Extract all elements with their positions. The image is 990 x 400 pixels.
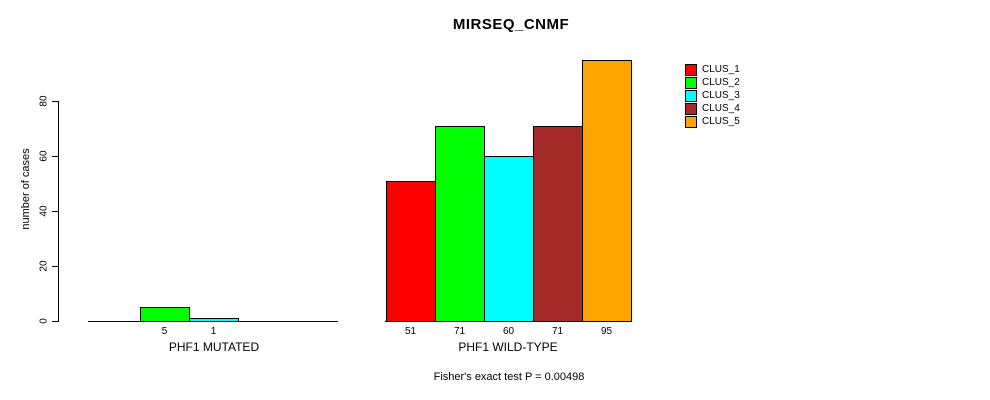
bar-value-label: 60 [502,326,515,337]
fisher-test-annotation: Fisher's exact test P = 0.00498 [433,371,585,383]
bar-value-label: 71 [453,326,466,337]
legend-entry-clus-4: CLUS_4 [685,103,740,115]
legend-swatch-clus-5 [685,116,697,128]
chart-title: MIRSEQ_CNMF [452,16,570,33]
legend-swatch-clus-2 [685,77,697,89]
legend-entry-clus-2: CLUS_2 [685,77,740,89]
legend-label: CLUS_3 [702,90,740,101]
bar-value-label: 71 [551,326,564,337]
bar-clus-2-phf1-mutated [140,307,190,322]
x-axis-baseline [385,321,632,322]
category-label-phf1-mutated: PHF1 MUTATED [168,340,260,354]
legend-label: CLUS_4 [702,103,740,114]
bar-value-label: 95 [600,326,613,337]
legend-swatch-clus-4 [685,103,697,115]
y-axis-line [58,101,59,322]
y-axis-tick [52,266,58,267]
legend: CLUS_1 CLUS_2 CLUS_3 CLUS_4 CLUS_5 [685,64,740,128]
bar-value-label: 51 [404,326,417,337]
y-axis-tick-label: 60 [38,150,50,162]
legend-swatch-clus-1 [685,64,697,76]
category-label-phf1-wild-type: PHF1 WILD-TYPE [458,340,558,354]
bar-clus-3-phf1-wild-type [484,156,534,322]
bar-value-label: 5 [161,326,168,337]
y-axis-tick [52,321,58,322]
bar-clus-2-phf1-wild-type [435,125,485,322]
y-axis-tick [52,156,58,157]
legend-label: CLUS_5 [702,116,740,127]
bar-clus-1-phf1-wild-type [386,180,436,322]
legend-label: CLUS_2 [702,77,740,88]
legend-entry-clus-5: CLUS_5 [685,116,740,128]
y-axis-tick-label: 0 [38,318,50,324]
y-axis-tick-label: 20 [38,260,50,272]
legend-entry-clus-3: CLUS_3 [685,90,740,102]
legend-entry-clus-1: CLUS_1 [685,64,740,76]
bar-value-label: 1 [210,326,217,337]
legend-swatch-clus-3 [685,90,697,102]
x-axis-baseline [88,321,338,322]
y-axis-tick [52,101,58,102]
y-axis-tick-label: 80 [38,95,50,107]
bar-clus-4-phf1-wild-type [533,125,583,322]
y-axis-label: number of cases [20,148,32,230]
bar-clus-5-phf1-wild-type [582,59,632,322]
legend-label: CLUS_1 [702,64,740,75]
y-axis-tick-label: 40 [38,205,50,217]
y-axis-tick [52,211,58,212]
